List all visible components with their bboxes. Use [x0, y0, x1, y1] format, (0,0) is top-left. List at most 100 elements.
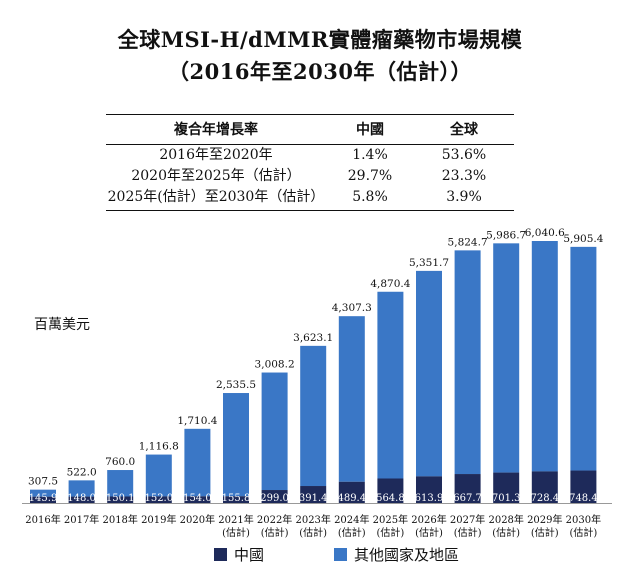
x-tick-label: (估計) — [261, 526, 289, 539]
legend-label-other: 其他國家及地區 — [354, 546, 460, 564]
data-label-total: 3,008.2 — [255, 359, 295, 371]
bar-china — [223, 496, 249, 503]
bar-china — [30, 496, 56, 503]
cagr-header-global: 全球 — [414, 114, 514, 145]
data-label-total: 3,623.1 — [293, 332, 333, 344]
data-label-china: 613.9 — [415, 493, 444, 504]
x-tick-label: (估計) — [492, 526, 520, 539]
x-tick-label: (估計) — [222, 526, 250, 539]
bar-china — [493, 472, 520, 503]
chart-title: 全球MSI-H/dMMR實體瘤藥物市場規模 — [117, 27, 523, 52]
x-tick-label: 2016年 — [25, 513, 60, 526]
data-label-total: 1,116.8 — [139, 441, 179, 453]
cagr-header-row: 複合年增長率 中國 全球 — [106, 114, 514, 145]
bar-china — [570, 470, 597, 503]
cagr-global: 23.3% — [441, 168, 487, 184]
x-tick-label: 2026年 — [411, 513, 446, 526]
cagr-table: 複合年增長率 中國 全球 2016年至2020年 1.4% 53.6% 2020… — [106, 114, 514, 211]
data-label-total: 522.0 — [67, 466, 97, 478]
bar-china — [531, 471, 558, 503]
x-tick-label: (估計) — [531, 526, 559, 539]
bar-other — [416, 270, 442, 477]
data-label-china: 701.3 — [492, 493, 521, 504]
x-tick-label: (估計) — [569, 526, 597, 539]
bar-other — [454, 250, 481, 475]
x-tick-label: (估計) — [376, 526, 404, 539]
legend-item-other: 其他國家及地區 — [334, 544, 459, 565]
x-tick-label: 2018年 — [102, 513, 137, 526]
data-label-total: 307.5 — [28, 476, 58, 488]
x-tick-label: 2027年 — [450, 513, 485, 526]
cagr-row: 2020年至2025年（估計） 29.7% 23.3% — [106, 166, 514, 187]
data-label-china: 728.4 — [530, 493, 559, 504]
data-label-china: 148.0 — [67, 493, 96, 504]
data-label-china: 150.1 — [106, 493, 135, 504]
cagr-period: 2025年(估計）至2030年（估計） — [106, 187, 326, 211]
legend-item-china: 中國 — [214, 544, 264, 565]
bar-china — [377, 478, 404, 503]
x-tick-label: (估計) — [338, 526, 366, 539]
data-label-total: 1,710.4 — [177, 415, 217, 427]
data-label-total: 6,040.6 — [525, 227, 565, 239]
cagr-row: 2025年(估計）至2030年（估計） 5.8% 3.9% — [106, 187, 514, 211]
legend-swatch-other — [334, 548, 347, 561]
bar-china — [454, 474, 481, 503]
x-tick-label: 2022年 — [257, 513, 292, 526]
data-label-china: 299.0 — [260, 493, 289, 504]
cagr-row: 2016年至2020年 1.4% 53.6% — [106, 145, 514, 167]
bar-other — [300, 345, 327, 487]
bar-china — [338, 481, 365, 503]
x-tick-label: 2025年 — [373, 513, 408, 526]
legend-swatch-china — [214, 548, 227, 561]
data-label-total: 5,351.7 — [409, 257, 449, 269]
bar-other — [107, 470, 134, 497]
cagr-header-china: 中國 — [326, 114, 414, 145]
x-tick-label: (估計) — [415, 526, 443, 539]
cagr-global: 53.6% — [441, 147, 487, 163]
bar-china — [261, 490, 288, 503]
x-tick-label: (估計) — [454, 526, 482, 539]
cagr-global: 3.9% — [414, 187, 514, 211]
data-label-total: 760.0 — [105, 456, 135, 468]
x-tick-label: 2023年 — [295, 513, 330, 526]
data-label-total: 5,986.7 — [486, 229, 526, 241]
data-label-china: 155.8 — [222, 493, 251, 504]
bar-other — [570, 246, 597, 471]
cagr-china: 1.4% — [352, 147, 388, 163]
x-tick-label: (估計) — [299, 526, 327, 539]
bar-other — [68, 480, 95, 497]
bar-other — [145, 454, 172, 497]
bar-other — [531, 241, 558, 472]
data-label-total: 5,905.4 — [563, 233, 603, 245]
cagr-period: 2020年至2025年（估計） — [131, 168, 301, 184]
bar-china — [300, 486, 327, 503]
bar-china — [416, 476, 442, 503]
data-label-china: 748.4 — [569, 493, 598, 504]
data-label-china: 154.0 — [183, 493, 212, 504]
x-tick-label: 2028年 — [488, 513, 523, 526]
chart-subtitle: （2016年至2030年（估計）） — [168, 59, 472, 84]
x-tick-label: 2017年 — [64, 513, 99, 526]
data-label-china: 145.9 — [29, 493, 58, 504]
data-label-china: 391.4 — [299, 493, 328, 504]
bar-china — [68, 496, 95, 503]
bar-other — [184, 428, 211, 497]
x-tick-label: 2029年 — [527, 513, 562, 526]
legend-label-china: 中國 — [234, 546, 265, 564]
x-tick-label: 2030年 — [566, 513, 601, 526]
data-label-total: 5,824.7 — [448, 236, 488, 248]
bar-china — [184, 496, 211, 503]
data-label-total: 2,535.5 — [216, 379, 256, 391]
y-unit-label: 百萬美元 — [34, 317, 90, 333]
data-label-china: 489.4 — [337, 493, 366, 504]
x-tick-label: 2021年 — [218, 513, 253, 526]
data-label-china: 152.0 — [144, 493, 173, 504]
bar-other — [493, 243, 520, 473]
cagr-china: 29.7% — [347, 168, 393, 184]
cagr-header-period: 複合年增長率 — [106, 114, 326, 145]
data-label-total: 4,870.4 — [370, 278, 410, 290]
data-label-china: 667.7 — [453, 493, 482, 504]
bar-china — [107, 496, 134, 503]
bar-other — [338, 316, 365, 482]
